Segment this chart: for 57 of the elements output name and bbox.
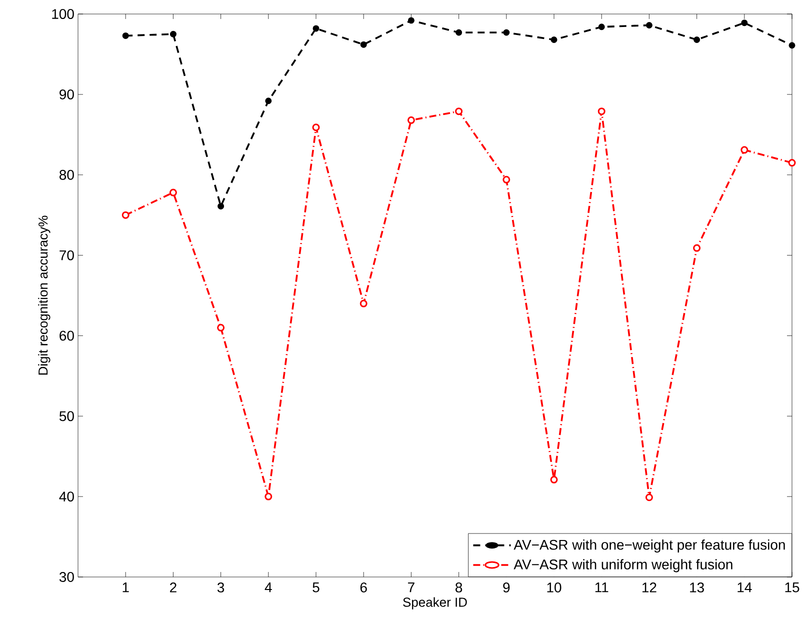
y-tick-label: 60 — [60, 330, 74, 341]
y-tick-label: 70 — [60, 250, 74, 260]
point — [122, 32, 129, 39]
y-tick-label: 30 — [59, 572, 74, 582]
point — [360, 300, 368, 308]
x-tick-label: 8 — [456, 582, 462, 592]
point — [360, 41, 367, 48]
point — [264, 492, 272, 500]
point — [741, 20, 748, 26]
x-tick-label: 13 — [690, 582, 704, 592]
point — [740, 146, 748, 154]
point — [265, 98, 272, 104]
x-tick-label: 6 — [360, 582, 367, 592]
point — [170, 30, 176, 38]
point — [408, 17, 414, 24]
point — [598, 108, 606, 116]
point — [788, 159, 796, 167]
point — [455, 108, 463, 116]
legend-label: AV−ASR with uniform weight fusion — [514, 559, 732, 572]
point — [456, 29, 462, 36]
x-axis-title: Speaker ID — [403, 597, 467, 610]
y-axis-title: Digit recognition accuracy% — [38, 216, 50, 375]
point — [312, 124, 320, 132]
point — [598, 24, 605, 30]
x-tick-label: 5 — [312, 582, 320, 592]
y-tick-label: 50 — [59, 411, 74, 422]
point — [502, 176, 510, 184]
point — [169, 188, 177, 196]
legend-label: AV−ASR with one−weight per feature fusion — [514, 539, 785, 553]
point — [693, 244, 701, 252]
x-tick-label: 3 — [217, 582, 224, 592]
point — [646, 22, 652, 29]
x-tick-label: 14 — [738, 582, 752, 592]
point — [550, 36, 558, 43]
point — [217, 324, 225, 332]
x-tick-label: 12 — [642, 582, 656, 592]
x-tick-label: 11 — [595, 582, 608, 592]
y-tick-label: 90 — [60, 89, 74, 100]
point — [407, 116, 415, 124]
point — [218, 202, 224, 210]
point — [122, 211, 130, 219]
x-tick-label: 2 — [170, 582, 176, 592]
y-tick-label: 80 — [60, 170, 74, 180]
x-tick-label: 15 — [785, 582, 800, 592]
x-tick-label: 10 — [547, 582, 562, 592]
point — [694, 36, 700, 43]
x-tick-label: 7 — [408, 582, 414, 592]
point — [550, 476, 558, 484]
point — [788, 42, 796, 49]
x-tick-label: 4 — [264, 582, 272, 592]
x-tick-label: 1 — [122, 582, 129, 592]
point — [503, 29, 510, 36]
y-tick-label: 100 — [52, 9, 74, 19]
x-tick-label: 9 — [503, 582, 510, 592]
y-tick-label: 40 — [59, 492, 74, 502]
point — [645, 494, 653, 502]
point — [312, 25, 320, 32]
